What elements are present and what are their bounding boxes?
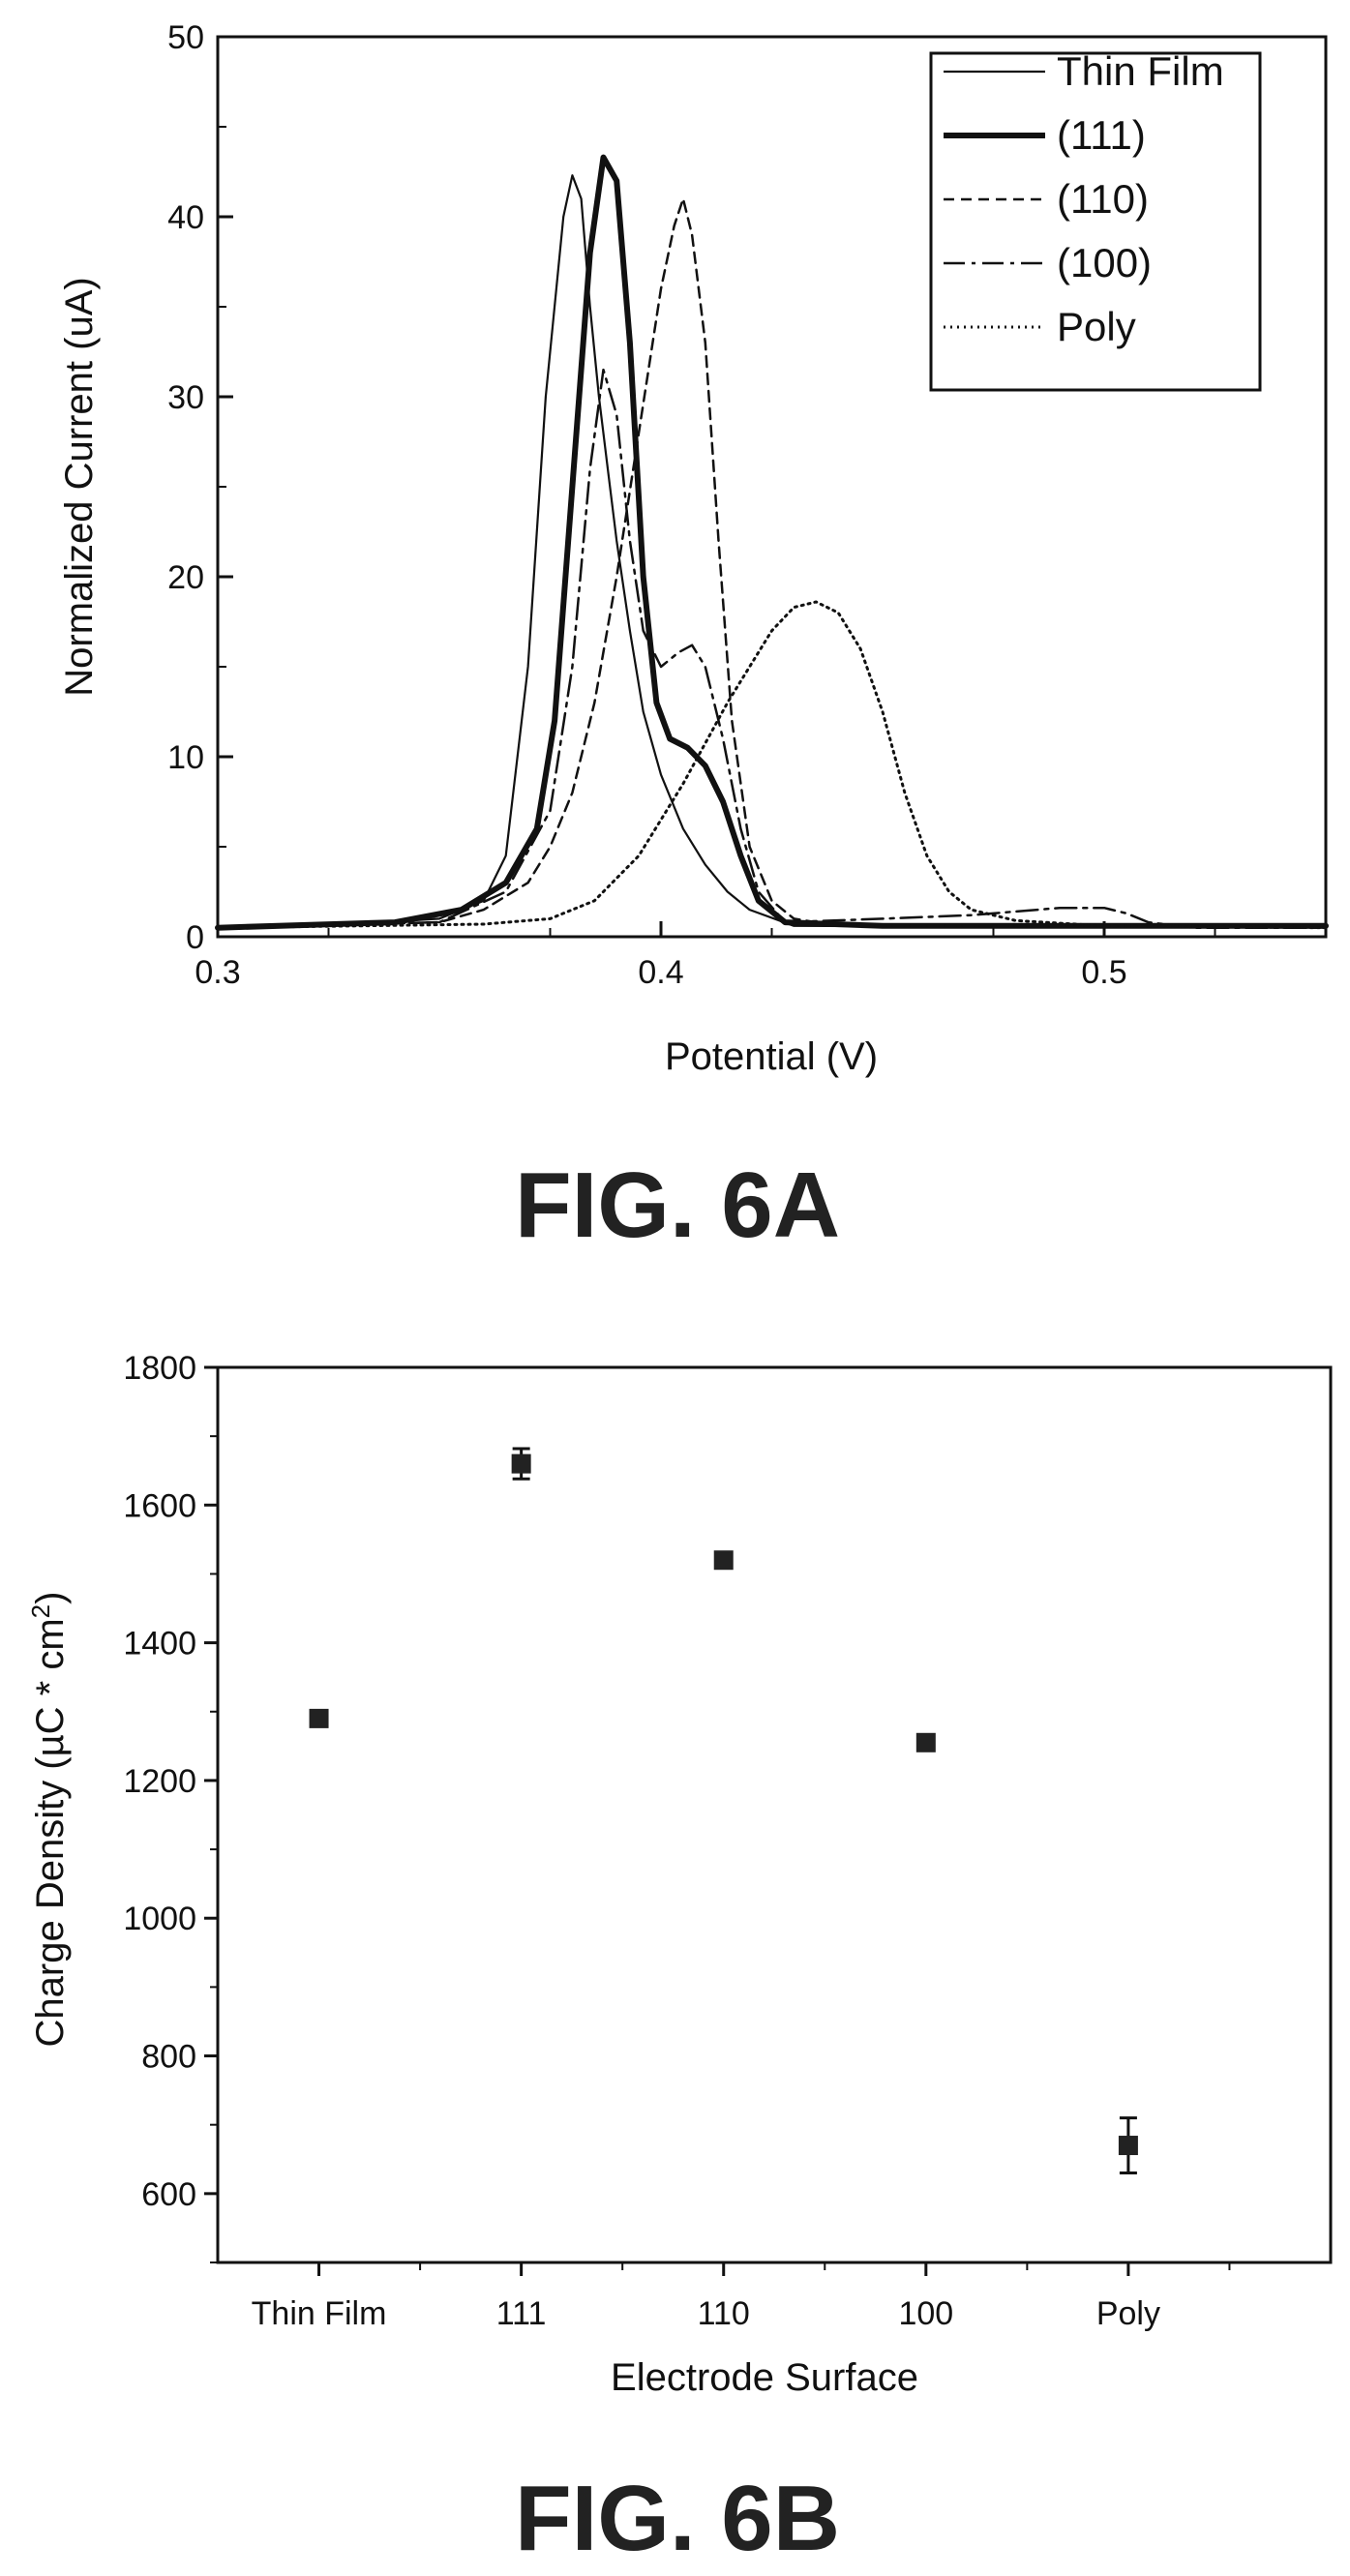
chart-6b-ticks: Thin Film 111 110 100 Poly 600 800 1000 1200 1400… [123, 1350, 1231, 2332]
chart-6b-x-tick-label: 110 [698, 2295, 750, 2332]
chart-6a-x-tick-label: 0.4 [638, 954, 683, 991]
chart-6a-series-line [216, 368, 1328, 929]
chart-6b-y-tick-label: 1200 [123, 1763, 196, 1800]
chart-6a-y-axis-title: Normalized Current (uA) [58, 277, 101, 696]
chart-6b-y-axis-title: Charge Density (µC * cm2) [26, 1592, 72, 2048]
chart-6b-y-tick-label: 1800 [123, 1350, 196, 1387]
chart-6a-series-line [216, 197, 1328, 929]
chart-6b-y-tick-label: 600 [141, 2176, 196, 2213]
chart-6a-x-tick-label: 0.5 [1081, 954, 1126, 991]
chart-6a-series-group [215, 154, 1329, 931]
chart-6b-data-point [915, 1732, 936, 1752]
chart-6a-y-tick-label: 50 [167, 19, 204, 56]
chart-6a-y-tick-label: 40 [167, 199, 204, 236]
chart-6b-data-point [713, 1550, 734, 1571]
chart-6b-data-point [1118, 2136, 1138, 2156]
chart-6a-series-line [216, 600, 1328, 930]
chart-6b-data-point [309, 1708, 329, 1728]
chart-6b-y-axis-title-main: Charge Density (µC * cm [29, 1618, 72, 2047]
chart-6b-y-tick-label: 1600 [123, 1487, 196, 1524]
chart-6b-y-tick-label: 1400 [123, 1626, 196, 1662]
chart-6b-plot-frame [216, 1365, 1333, 2264]
chart-6a-legend-label: Thin Film [1057, 48, 1224, 94]
chart-6a-legend-label: (100) [1057, 240, 1152, 285]
chart-6b-y-tick-label: 800 [141, 2039, 196, 2076]
figure-caption-6b: FIG. 6B [515, 2467, 840, 2570]
chart-6a-series-line [215, 154, 1329, 931]
chart-6b-points-group [309, 1447, 1138, 2174]
chart-6b-y-tick-label: 1000 [123, 1901, 196, 1937]
chart-6b: Thin Film 111 110 100 Poly 600 800 1000 1200 1400… [26, 1350, 1333, 2570]
chart-6b-x-tick-label: Thin Film [252, 2295, 387, 2332]
chart-6b-y-axis-title-end: ) [29, 1592, 72, 1604]
chart-6a-y-tick-label: 30 [167, 379, 204, 416]
chart-6b-x-tick-label: Poly [1096, 2295, 1160, 2332]
chart-6b-data-point [511, 1453, 531, 1474]
chart-6a-x-axis-title: Potential (V) [665, 1035, 878, 1078]
chart-6a-x-tick-label: 0.3 [195, 954, 240, 991]
chart-6a-legend-box [929, 51, 1262, 392]
chart-6a-legend-label: Poly [1057, 304, 1136, 349]
chart-6a-y-tick-label: 10 [167, 739, 204, 776]
chart-6a: 0.3 0.4 0.5 0 10 20 30 40 50 Potential (V) Norma… [58, 19, 1329, 1257]
chart-6a-legend-label: (111) [1057, 112, 1146, 158]
chart-6a-y-tick-label: 0 [186, 919, 204, 956]
chart-6a-legend-label: (110) [1057, 176, 1149, 222]
chart-6b-x-tick-label: 100 [898, 2295, 953, 2332]
chart-6b-x-tick-label: 111 [496, 2295, 547, 2332]
chart-6a-ticks: 0.3 0.4 0.5 0 10 20 30 40 50 [167, 19, 1216, 991]
figure-caption-6a: FIG. 6A [515, 1153, 840, 1257]
chart-6a-y-tick-label: 20 [167, 559, 204, 596]
chart-6b-x-axis-title: Electrode Surface [611, 2356, 918, 2399]
chart-6a-legend: Thin Film (111) (110) (100) Poly [929, 48, 1262, 392]
chart-6b-y-axis-title-superscript: 2 [26, 1604, 55, 1618]
